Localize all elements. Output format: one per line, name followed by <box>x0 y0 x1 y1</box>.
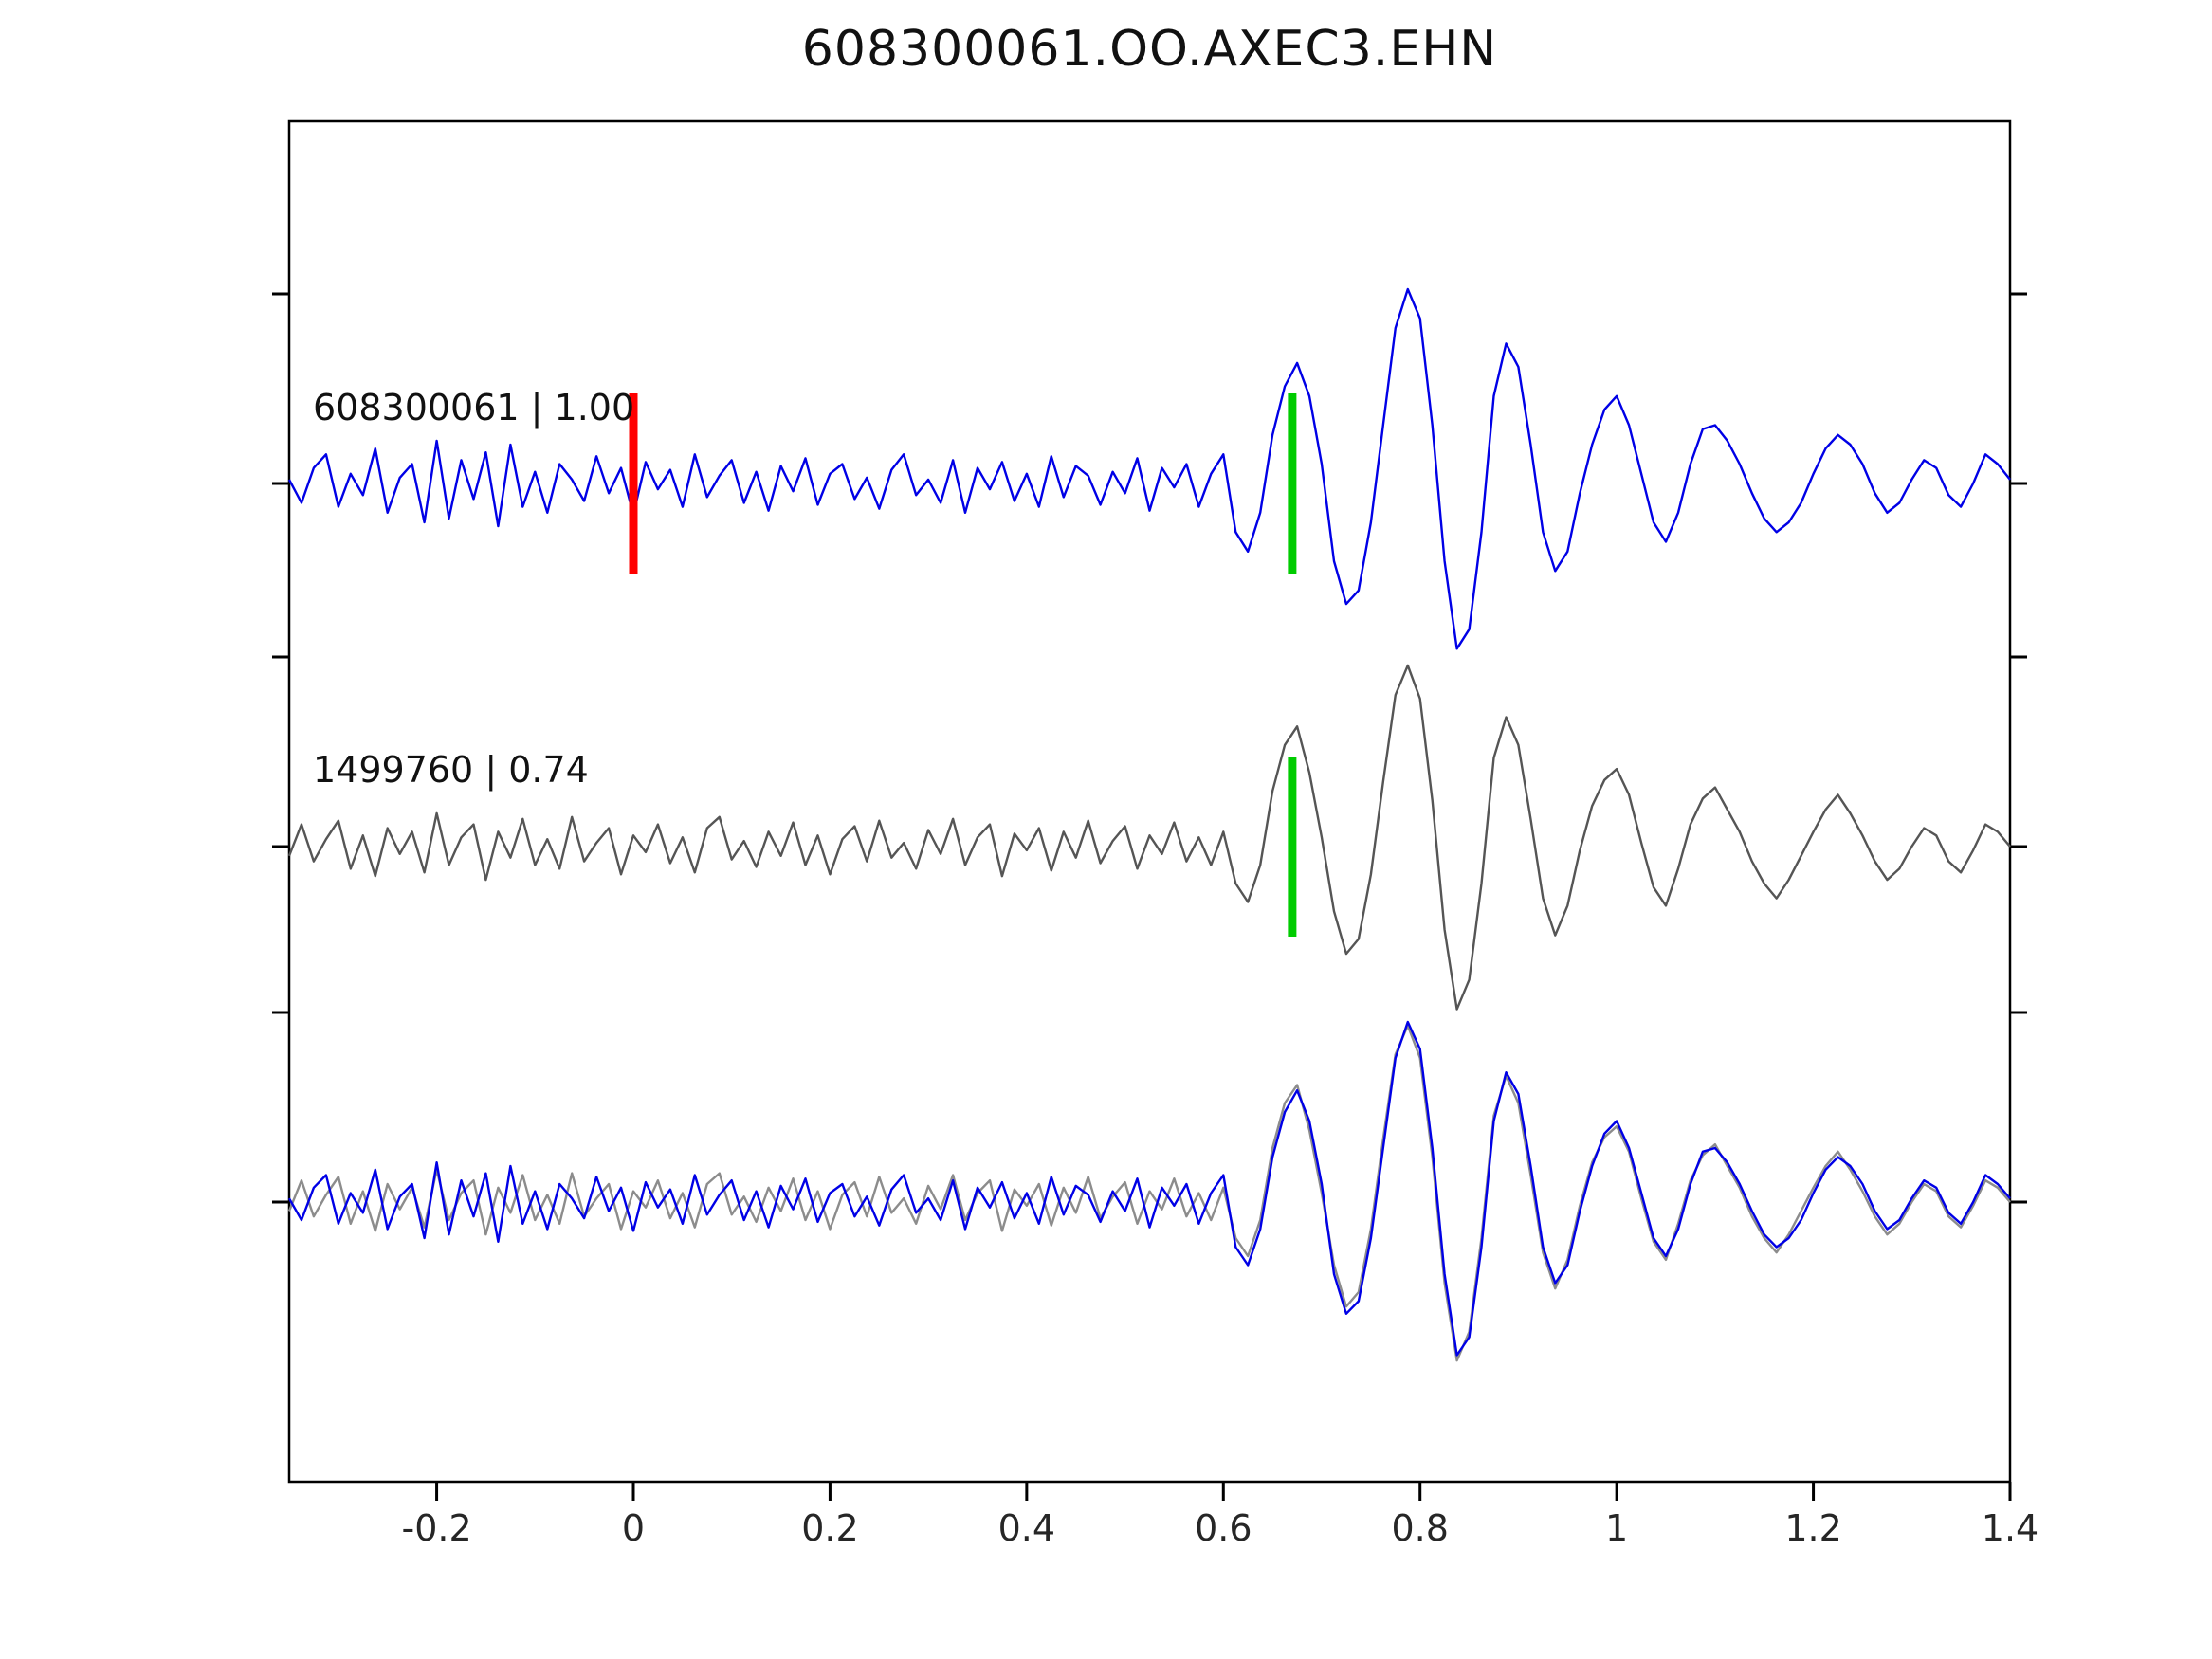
x-tick-label: 0.4 <box>998 1507 1055 1549</box>
x-tick-label: 0 <box>622 1507 645 1549</box>
x-tick-label: -0.2 <box>401 1507 471 1549</box>
x-tick-label: 0.2 <box>801 1507 858 1549</box>
x-tick-label: 1.2 <box>1784 1507 1841 1549</box>
figure-title: 608300061.OO.AXEC3.EHN <box>801 21 1498 78</box>
x-tick-label: 0.6 <box>1195 1507 1252 1549</box>
trace-label-1499760: 1499760 | 0.74 <box>313 749 589 791</box>
axes-box <box>287 119 2012 1484</box>
waveform-trace-match <box>287 664 2011 1011</box>
waveform-trace-master <box>287 287 2011 650</box>
waveform-trace-overlay-608300061 <box>287 1020 2011 1357</box>
x-tick-label: 1 <box>1605 1507 1628 1549</box>
trace-label-608300061: 608300061 | 1.00 <box>313 387 635 428</box>
x-tick-label: 1.4 <box>1982 1507 2038 1549</box>
x-tick-label: 0.8 <box>1391 1507 1448 1549</box>
waveform-trace-overlay-1499760 <box>287 1024 2011 1362</box>
